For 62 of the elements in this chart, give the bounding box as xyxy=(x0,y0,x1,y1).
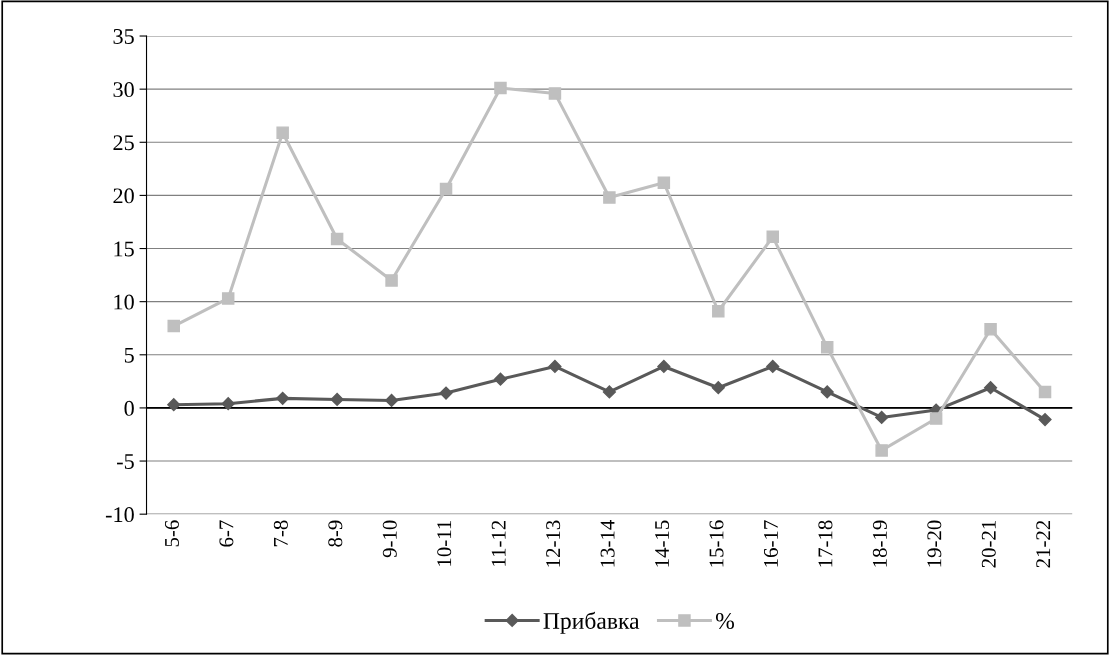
point xyxy=(820,341,834,354)
point xyxy=(1038,385,1052,399)
point xyxy=(494,81,507,95)
point xyxy=(929,412,943,425)
y-tick-label: 10 xyxy=(114,294,134,310)
point xyxy=(766,359,780,374)
x-tick-label: 19-20 xyxy=(927,520,942,567)
x-tick-label: 13-14 xyxy=(600,520,615,567)
point xyxy=(603,191,616,204)
point xyxy=(276,126,289,139)
x-tick-label: 21-22 xyxy=(1036,520,1051,568)
y-tick-label: 15 xyxy=(114,241,134,257)
point xyxy=(167,319,180,333)
x-tick-label: 14-15 xyxy=(655,520,670,567)
point xyxy=(1038,413,1052,427)
x-tick-label: 15-16 xyxy=(709,520,724,567)
point xyxy=(984,323,997,336)
legend-label: Прибавка xyxy=(543,611,640,634)
point xyxy=(221,397,235,411)
point xyxy=(712,304,725,318)
point xyxy=(766,230,780,244)
point xyxy=(167,398,181,412)
x-tick-label: 12-13 xyxy=(546,520,561,567)
point xyxy=(221,292,235,305)
legend-label: % xyxy=(715,613,735,630)
point xyxy=(548,359,562,374)
point xyxy=(330,392,344,407)
y-tick-label: 30 xyxy=(113,82,134,98)
x-tick-label: 9-10 xyxy=(382,520,397,558)
y-tick-label: -10 xyxy=(105,507,134,523)
point xyxy=(875,444,888,457)
point xyxy=(983,381,998,395)
y-tick-label: 0 xyxy=(124,400,134,416)
x-tick-label: 16-17 xyxy=(763,520,778,567)
x-tick-label: 5-6 xyxy=(164,520,179,547)
x-tick-label: 7-8 xyxy=(273,520,288,547)
x-tick-label: 10-11 xyxy=(437,520,452,566)
point xyxy=(439,182,453,196)
point xyxy=(711,381,725,395)
point xyxy=(439,386,453,400)
point xyxy=(330,232,344,246)
x-tick-label: 17-18 xyxy=(818,520,833,567)
point xyxy=(602,385,616,399)
y-tick-label: 35 xyxy=(113,29,134,44)
point xyxy=(657,176,671,189)
point xyxy=(657,359,671,374)
y-tick-label: 5 xyxy=(124,347,134,363)
y-tick-label: 20 xyxy=(113,188,134,204)
point xyxy=(384,393,399,408)
point xyxy=(820,385,834,399)
point xyxy=(276,391,290,405)
point xyxy=(493,372,508,386)
x-tick-label: 8-9 xyxy=(328,520,343,547)
x-tick-label: 20-21 xyxy=(981,520,996,568)
x-tick-label: 18-19 xyxy=(872,520,887,567)
x-tick-label: 11-12 xyxy=(491,520,506,566)
x-tick-label: 6-7 xyxy=(219,520,234,547)
point xyxy=(875,410,889,425)
y-tick-label: 25 xyxy=(113,135,134,151)
point xyxy=(385,274,398,287)
point xyxy=(548,87,562,100)
y-tick-label: -5 xyxy=(117,454,134,469)
